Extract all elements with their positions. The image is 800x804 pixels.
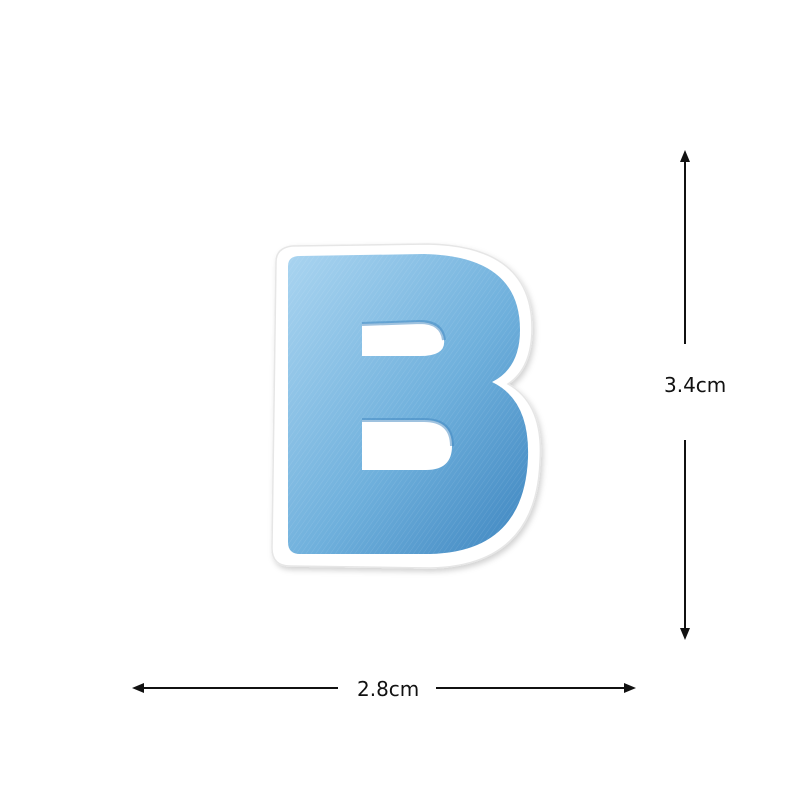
width-dimension xyxy=(132,683,636,693)
arrow-right-icon xyxy=(624,683,636,693)
arrow-up-icon xyxy=(680,150,690,162)
height-label: 3.4cm xyxy=(664,373,727,397)
upper-counter-shadow xyxy=(361,319,446,341)
height-dimension xyxy=(680,150,690,640)
lower-counter-shadow xyxy=(362,418,454,447)
thread-texture xyxy=(288,254,529,554)
arrow-down-icon xyxy=(680,628,690,640)
arrow-left-icon xyxy=(132,683,144,693)
width-label: 2.8cm xyxy=(357,677,420,701)
